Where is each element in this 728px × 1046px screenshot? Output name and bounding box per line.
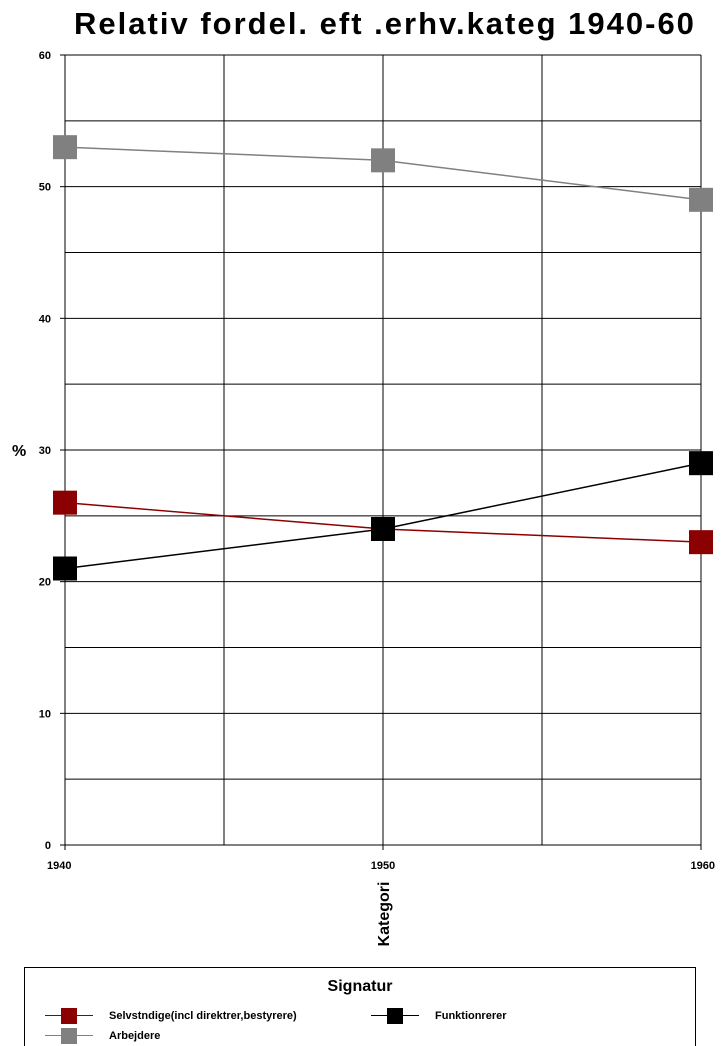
x-tick-label: 1950: [371, 860, 395, 872]
legend-title: Signatur: [327, 978, 393, 995]
data-point-marker: [689, 187, 713, 212]
data-point-marker: [689, 530, 713, 555]
series-1: [53, 451, 713, 581]
data-point-marker: [371, 148, 395, 173]
line-chart: 0 10 20 30 40 50 60 1940 1950 1960% Kategori: [12, 50, 715, 947]
y-tick-label: 40: [39, 313, 51, 325]
data-point-marker: [53, 556, 77, 581]
legend-swatch-selvstndige: [45, 1008, 93, 1024]
x-axis-label: Kategori: [376, 882, 393, 947]
y-axis-label: %: [12, 443, 26, 460]
legend-swatch-arbejdere: [45, 1028, 93, 1044]
y-tick-label: 10: [39, 708, 51, 720]
legend-label-arbejdere: Arbejdere: [109, 1030, 161, 1042]
data-point-marker: [53, 135, 77, 160]
legend-swatch-funktionrerer: [371, 1008, 419, 1024]
y-tick-label: 50: [39, 182, 51, 194]
data-point-marker: [371, 517, 395, 541]
legend-label-funktionrerer: Funktionrerer: [435, 1010, 507, 1022]
legend: Signatur Selvstndige(incl direktrer,best…: [24, 967, 696, 1046]
x-tick-label: 1940: [47, 860, 71, 872]
y-tick-label: 30: [39, 445, 51, 457]
y-tick-label: 0: [45, 840, 51, 852]
legend-item-funktionrerer: Funktionrerer: [371, 1008, 507, 1024]
legend-item-arbejdere: Arbejdere: [45, 1028, 160, 1044]
series-2: [53, 135, 713, 212]
data-point-marker: [53, 490, 77, 515]
x-tick-label: 1960: [691, 860, 715, 872]
y-tick-label: 60: [39, 50, 51, 62]
chart-title: Relativ fordel. eft .erhv.kateg 1940-60: [74, 6, 696, 41]
legend-label-selvstndige: Selvstndige(incl direktrer,bestyrere): [109, 1010, 297, 1022]
data-point-marker: [689, 451, 713, 476]
legend-item-selvstndige: Selvstndige(incl direktrer,bestyrere): [45, 1008, 297, 1024]
y-tick-label: 20: [39, 577, 51, 589]
grid-lines: [65, 54, 702, 845]
